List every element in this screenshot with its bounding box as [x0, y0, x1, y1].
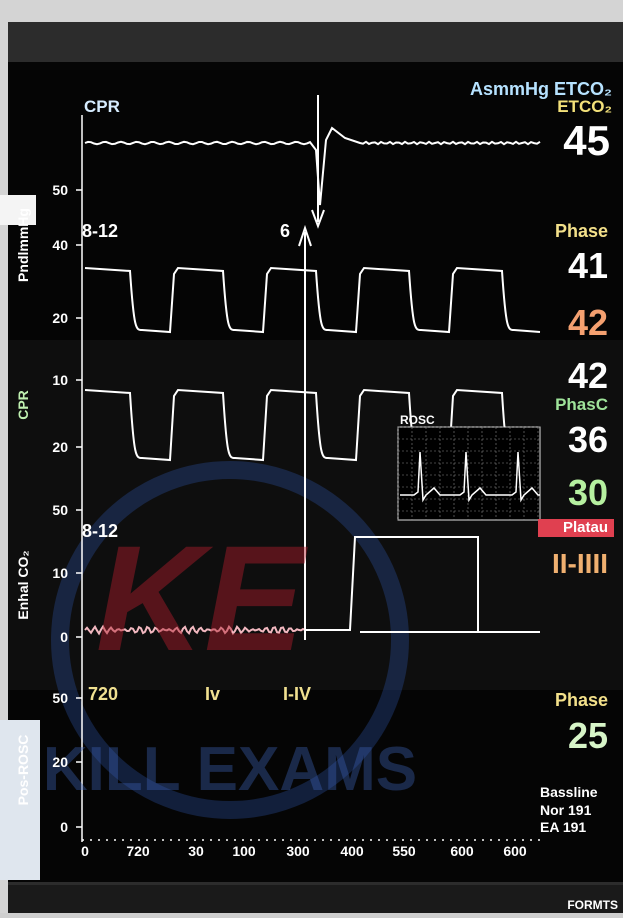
axis-label: Enhal CO₂ [15, 550, 31, 619]
x-tick-label: 30 [188, 843, 204, 859]
marker-label: 6 [280, 221, 290, 241]
etco2-value: 45 [563, 117, 610, 164]
y-tick-label: 50 [52, 690, 68, 706]
monitor: KE KILL EXAMS AsmmHg ETCO₂ETCO₂45 CPR 50 40 20… [0, 0, 623, 913]
axis-label: PndlmmHg [15, 208, 31, 282]
x-tick-label: 720 [126, 843, 150, 859]
y-tick-label: 20 [52, 439, 68, 455]
watermark-text: KILL EXAMS [43, 735, 417, 804]
readout: Phase [555, 690, 608, 710]
x-tick-label: 100 [232, 843, 256, 859]
bottom-bar [8, 885, 623, 913]
readout: PhasC [555, 395, 608, 414]
range-label: 8-12 [82, 221, 118, 241]
event-label: I-IV [283, 684, 311, 704]
y-tick-label: 40 [52, 237, 68, 253]
header-label: AsmmHg ETCO₂ [470, 79, 612, 99]
readout: 42 [568, 302, 608, 343]
page: {"header": {"co2_label": "AsmmHg ETCO₂",… [0, 0, 623, 913]
rosc-inset [398, 427, 540, 520]
y-tick-label: 20 [52, 754, 68, 770]
axis-label: Pos-ROSC [15, 735, 31, 806]
x-tick-label: 300 [286, 843, 310, 859]
x-tick-label: 600 [503, 843, 527, 859]
panel-title: CPR [84, 97, 120, 116]
y-tick-label: 0 [60, 819, 68, 835]
readout: 25 [568, 715, 608, 756]
x-tick-label: 0 [81, 843, 89, 859]
readout: EA 191 [540, 819, 586, 835]
y-tick-label: 10 [52, 565, 68, 581]
readout: Phase [555, 221, 608, 241]
readout: 30 [568, 472, 608, 513]
readout: 42 [568, 355, 608, 396]
y-tick-label: 50 [52, 502, 68, 518]
y-tick-label: 0 [60, 629, 68, 645]
readout: 41 [568, 245, 608, 286]
inset-label: ROSC [400, 413, 435, 427]
y-tick-label: 10 [52, 372, 68, 388]
readout: II-IIII [552, 548, 608, 579]
readout: Platau [563, 519, 608, 536]
readout: Nor 191 [540, 802, 592, 818]
y-tick-label: 50 [52, 182, 68, 198]
event-label: 720 [88, 684, 118, 704]
etco2-label: ETCO₂ [557, 97, 612, 116]
x-tick-label: 400 [340, 843, 364, 859]
watermark-logo: KE [96, 514, 308, 682]
x-tick-label: 550 [392, 843, 416, 859]
readout: Bassline [540, 784, 598, 800]
axis-label: CPR [15, 390, 31, 420]
y-tick-label: 20 [52, 310, 68, 326]
footer-label: FORMTS [567, 898, 618, 912]
event-label: Iv [205, 684, 220, 704]
range-label: 8-12 [82, 521, 118, 541]
readout: 36 [568, 419, 608, 460]
x-tick-label: 600 [450, 843, 474, 859]
